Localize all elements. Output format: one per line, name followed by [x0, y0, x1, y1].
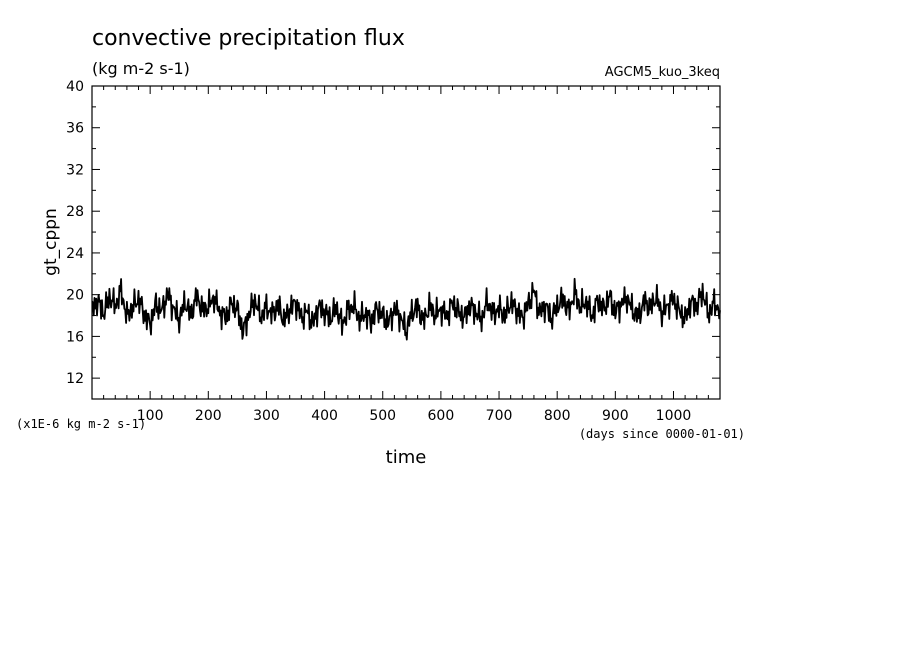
x-tick-label: 100 [137, 408, 164, 424]
x-tick-label: 1000 [656, 408, 692, 424]
y-tick-label: 16 [66, 329, 84, 345]
plot-frame [91, 85, 721, 400]
y-tick-label: 20 [66, 288, 84, 304]
experiment-label: AGCM5_kuo_3keq [605, 65, 720, 80]
y-tick-label: 24 [66, 246, 84, 262]
plot-area: 12 16 20 24 28 32 36 40 100 200 300 400 500 600 700 80… [66, 79, 721, 424]
x-axis-ticks: 100 200 300 400 500 600 700 800 900 1000 [103, 86, 709, 424]
x-tick-label: 300 [253, 408, 280, 424]
x-units-note: (days since 0000-01-01) [579, 427, 745, 441]
x-tick-label: 200 [195, 408, 222, 424]
x-tick-label: 400 [311, 408, 338, 424]
x-tick-label: 700 [486, 408, 513, 424]
x-axis-label: time [386, 447, 427, 468]
y-axis-label: gt_cppn [41, 208, 61, 276]
y-axis-ticks: 12 16 20 24 28 32 36 40 [66, 79, 720, 387]
x-tick-label: 600 [428, 408, 455, 424]
x-tick-label: 900 [602, 408, 629, 424]
y-tick-label: 28 [66, 204, 84, 220]
y-tick-label: 12 [66, 371, 84, 387]
y-tick-label: 32 [66, 162, 84, 178]
y-tick-label: 36 [66, 121, 84, 137]
chart-units: (kg m-2 s-1) [92, 59, 190, 78]
y-tick-label: 40 [66, 79, 84, 95]
series-line [91, 277, 721, 341]
y-scale-note: (x1E-6 kg m-2 s-1) [16, 417, 146, 431]
x-tick-label: 500 [369, 408, 396, 424]
chart-title: convective precipitation flux [92, 26, 405, 51]
x-tick-label: 800 [544, 408, 571, 424]
